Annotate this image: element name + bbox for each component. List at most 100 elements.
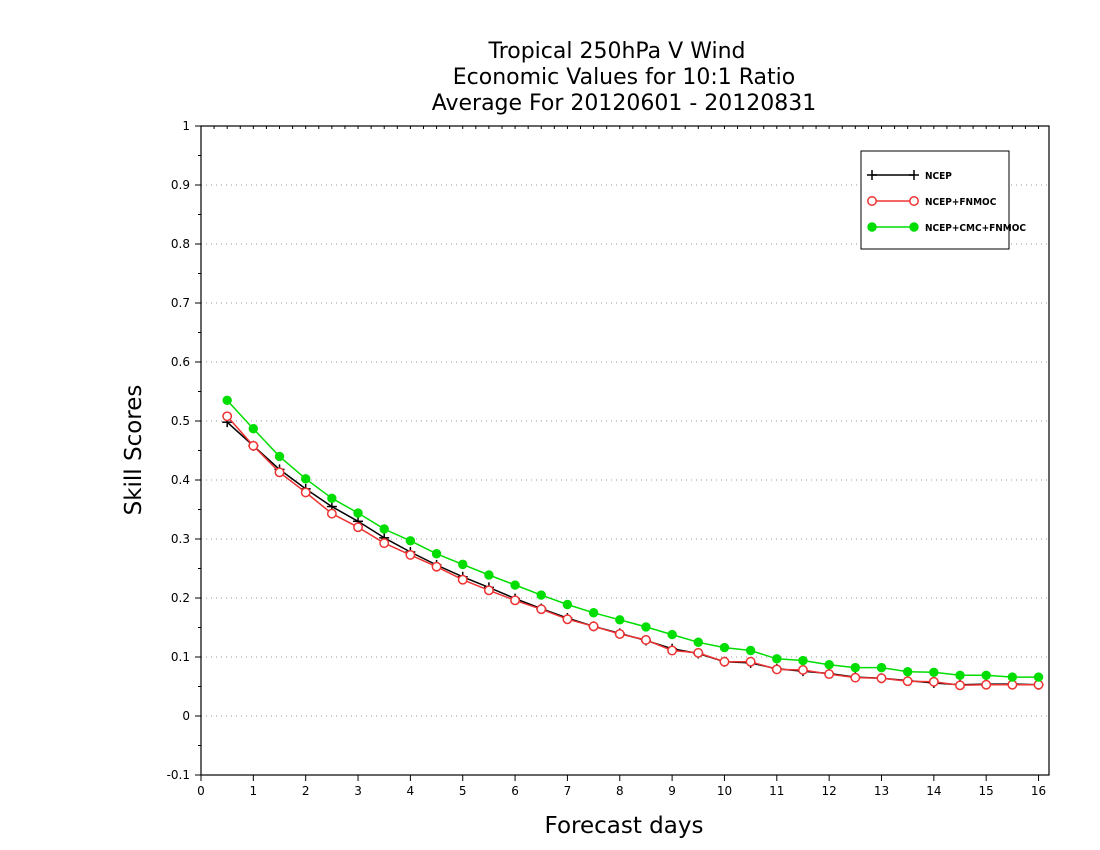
data-point (274, 451, 285, 462)
data-point (745, 656, 756, 667)
data-point (902, 676, 913, 687)
data-point (667, 645, 678, 656)
data-point (615, 615, 625, 625)
x-tick-label: 4 (407, 784, 415, 798)
legend-marker (867, 170, 877, 180)
x-tick-label: 0 (197, 784, 205, 798)
data-point (300, 474, 311, 484)
chart-title: Tropical 250hPa V Wind Economic Values f… (432, 39, 817, 116)
series-ncep-fnmoc (222, 411, 1044, 691)
x-tick-label: 8 (616, 784, 624, 798)
series-ncep (222, 417, 1044, 690)
data-point (248, 423, 259, 434)
data-point (1033, 672, 1044, 682)
data-point (562, 614, 573, 625)
y-tick-label: 0.1 (171, 650, 190, 664)
data-point (536, 604, 547, 615)
gridlines (201, 184, 1049, 717)
x-tick-label: 5 (459, 784, 467, 798)
data-point (955, 670, 965, 680)
data-point (693, 647, 704, 658)
x-tick-label: 10 (717, 784, 732, 798)
data-point (562, 599, 573, 610)
data-point (745, 645, 756, 656)
data-point (484, 570, 494, 580)
x-tick-label: 15 (979, 784, 994, 798)
data-point (1007, 679, 1018, 690)
data-series (222, 395, 1044, 691)
data-point (222, 395, 232, 406)
y-tick-label: 0.2 (171, 591, 190, 605)
y-tick-label: 0.3 (171, 532, 190, 546)
y-tick-label: 1 (182, 119, 190, 133)
y-tick-label: 0.6 (171, 355, 190, 369)
data-point (222, 411, 233, 422)
data-point (824, 659, 834, 670)
data-point (798, 665, 808, 675)
data-point (588, 621, 599, 632)
data-point (876, 662, 887, 673)
y-tick-label: 0.4 (171, 473, 190, 487)
data-point (536, 590, 546, 600)
chart-title-line-1: Tropical 250hPa V Wind (487, 39, 745, 64)
series-line (226, 415, 1039, 687)
x-tick-label: 1 (250, 784, 258, 798)
data-point (798, 655, 808, 666)
y-tick-label: 0.7 (171, 296, 190, 310)
data-point (772, 654, 782, 664)
data-point (1033, 679, 1044, 690)
data-point (719, 642, 730, 653)
y-axis-label: Skill Scores (121, 385, 147, 516)
legend-marker (867, 222, 877, 232)
data-point (405, 536, 416, 546)
data-point (431, 561, 442, 572)
series-line (226, 421, 1039, 686)
x-tick-label: 16 (1031, 784, 1046, 798)
legend: NCEP NCEP+FNMOC NCEP+CMC+FNMOC (860, 150, 1026, 250)
data-point (981, 679, 992, 690)
data-point (326, 508, 337, 519)
legend-entries: NCEP NCEP+FNMOC NCEP+CMC+FNMOC (867, 170, 1026, 234)
y-tick-label: 0.8 (171, 237, 190, 251)
x-tick-label: 13 (874, 784, 889, 798)
data-point (300, 487, 311, 498)
legend-marker (909, 222, 919, 232)
data-point (510, 595, 521, 606)
data-point (719, 656, 730, 667)
data-point (510, 580, 520, 590)
data-point (1007, 672, 1018, 682)
x-tick-label: 11 (769, 784, 784, 798)
x-tick-label: 6 (511, 784, 519, 798)
data-point (981, 670, 991, 680)
data-point (458, 559, 468, 570)
chart-title-line-2: Economic Values for 10:1 Ratio (453, 65, 795, 90)
plot-frame (200, 125, 1050, 776)
x-tick-label: 7 (564, 784, 572, 798)
x-tick-label: 12 (822, 784, 837, 798)
y-tick-label: -0.1 (167, 768, 190, 782)
data-point (379, 524, 389, 534)
legend-entry: NCEP (867, 170, 952, 182)
data-point (824, 669, 835, 680)
x-axis-label: Forecast days (545, 813, 704, 839)
y-tick-label: 0.9 (171, 178, 190, 192)
legend-box (860, 150, 1010, 250)
data-point (693, 637, 703, 647)
legend-entry: NCEP+CMC+FNMOC (867, 222, 1026, 234)
data-point (614, 629, 625, 639)
data-point (850, 672, 861, 683)
data-point (928, 676, 939, 687)
data-point (405, 549, 416, 560)
chart-title-line-3: Average For 20120601 - 20120831 (432, 91, 817, 116)
data-point (640, 634, 651, 645)
x-tick-label: 9 (668, 784, 676, 798)
data-point (457, 574, 468, 585)
legend-label: NCEP (925, 171, 952, 182)
data-point (379, 538, 390, 549)
data-point (248, 440, 259, 451)
data-point (483, 585, 494, 596)
data-point (902, 667, 913, 677)
data-point (771, 664, 782, 675)
data-point (353, 508, 363, 518)
